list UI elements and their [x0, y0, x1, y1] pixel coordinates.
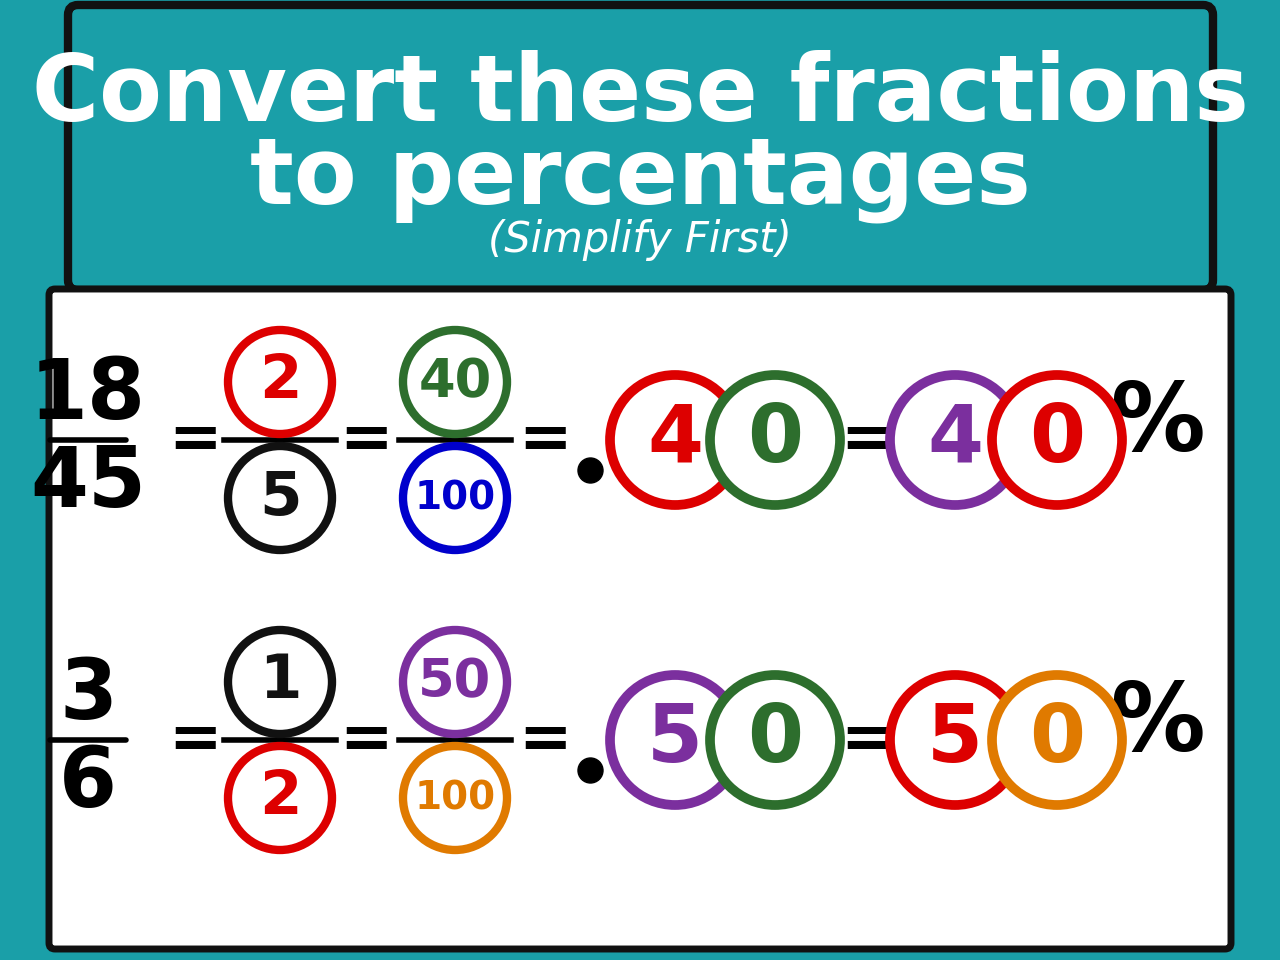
- Text: =: =: [840, 709, 893, 771]
- Circle shape: [228, 630, 332, 734]
- Text: 0: 0: [1029, 401, 1085, 479]
- Circle shape: [403, 330, 507, 434]
- Circle shape: [890, 375, 1020, 505]
- Text: 50: 50: [419, 656, 492, 708]
- Text: 4: 4: [646, 401, 703, 479]
- Circle shape: [403, 446, 507, 550]
- Circle shape: [611, 375, 740, 505]
- Text: =: =: [518, 409, 572, 471]
- Text: 45: 45: [29, 444, 146, 524]
- Text: =: =: [840, 409, 893, 471]
- Text: 2: 2: [259, 769, 301, 828]
- Text: 18: 18: [29, 355, 146, 437]
- Text: (Simplify First): (Simplify First): [488, 219, 792, 261]
- Text: 1: 1: [259, 653, 301, 711]
- Circle shape: [611, 675, 740, 805]
- Circle shape: [710, 375, 840, 505]
- Text: 0: 0: [748, 701, 803, 779]
- Text: 5: 5: [646, 701, 703, 779]
- Text: to percentages: to percentages: [250, 133, 1030, 223]
- Text: 2: 2: [259, 352, 301, 412]
- Circle shape: [710, 675, 840, 805]
- Circle shape: [228, 330, 332, 434]
- Text: =: =: [518, 709, 572, 771]
- FancyBboxPatch shape: [68, 5, 1213, 290]
- Text: 0: 0: [748, 401, 803, 479]
- Circle shape: [403, 746, 507, 850]
- Text: =: =: [168, 409, 221, 471]
- Text: %: %: [1111, 679, 1206, 771]
- Text: 100: 100: [415, 479, 495, 517]
- Text: 100: 100: [415, 779, 495, 817]
- Text: =: =: [339, 709, 393, 771]
- Text: 3: 3: [59, 656, 116, 736]
- Circle shape: [992, 375, 1123, 505]
- Text: 5: 5: [927, 701, 983, 779]
- Text: =: =: [168, 709, 221, 771]
- Circle shape: [992, 675, 1123, 805]
- Circle shape: [890, 675, 1020, 805]
- Text: 6: 6: [59, 743, 116, 825]
- Circle shape: [403, 630, 507, 734]
- Text: %: %: [1111, 379, 1206, 471]
- Circle shape: [228, 746, 332, 850]
- Text: 4: 4: [927, 401, 983, 479]
- Text: Convert these fractions: Convert these fractions: [32, 50, 1248, 140]
- Circle shape: [228, 446, 332, 550]
- Text: 5: 5: [259, 468, 301, 527]
- Text: 0: 0: [1029, 701, 1085, 779]
- Text: 40: 40: [419, 356, 492, 408]
- Text: =: =: [339, 409, 393, 471]
- FancyBboxPatch shape: [49, 289, 1231, 949]
